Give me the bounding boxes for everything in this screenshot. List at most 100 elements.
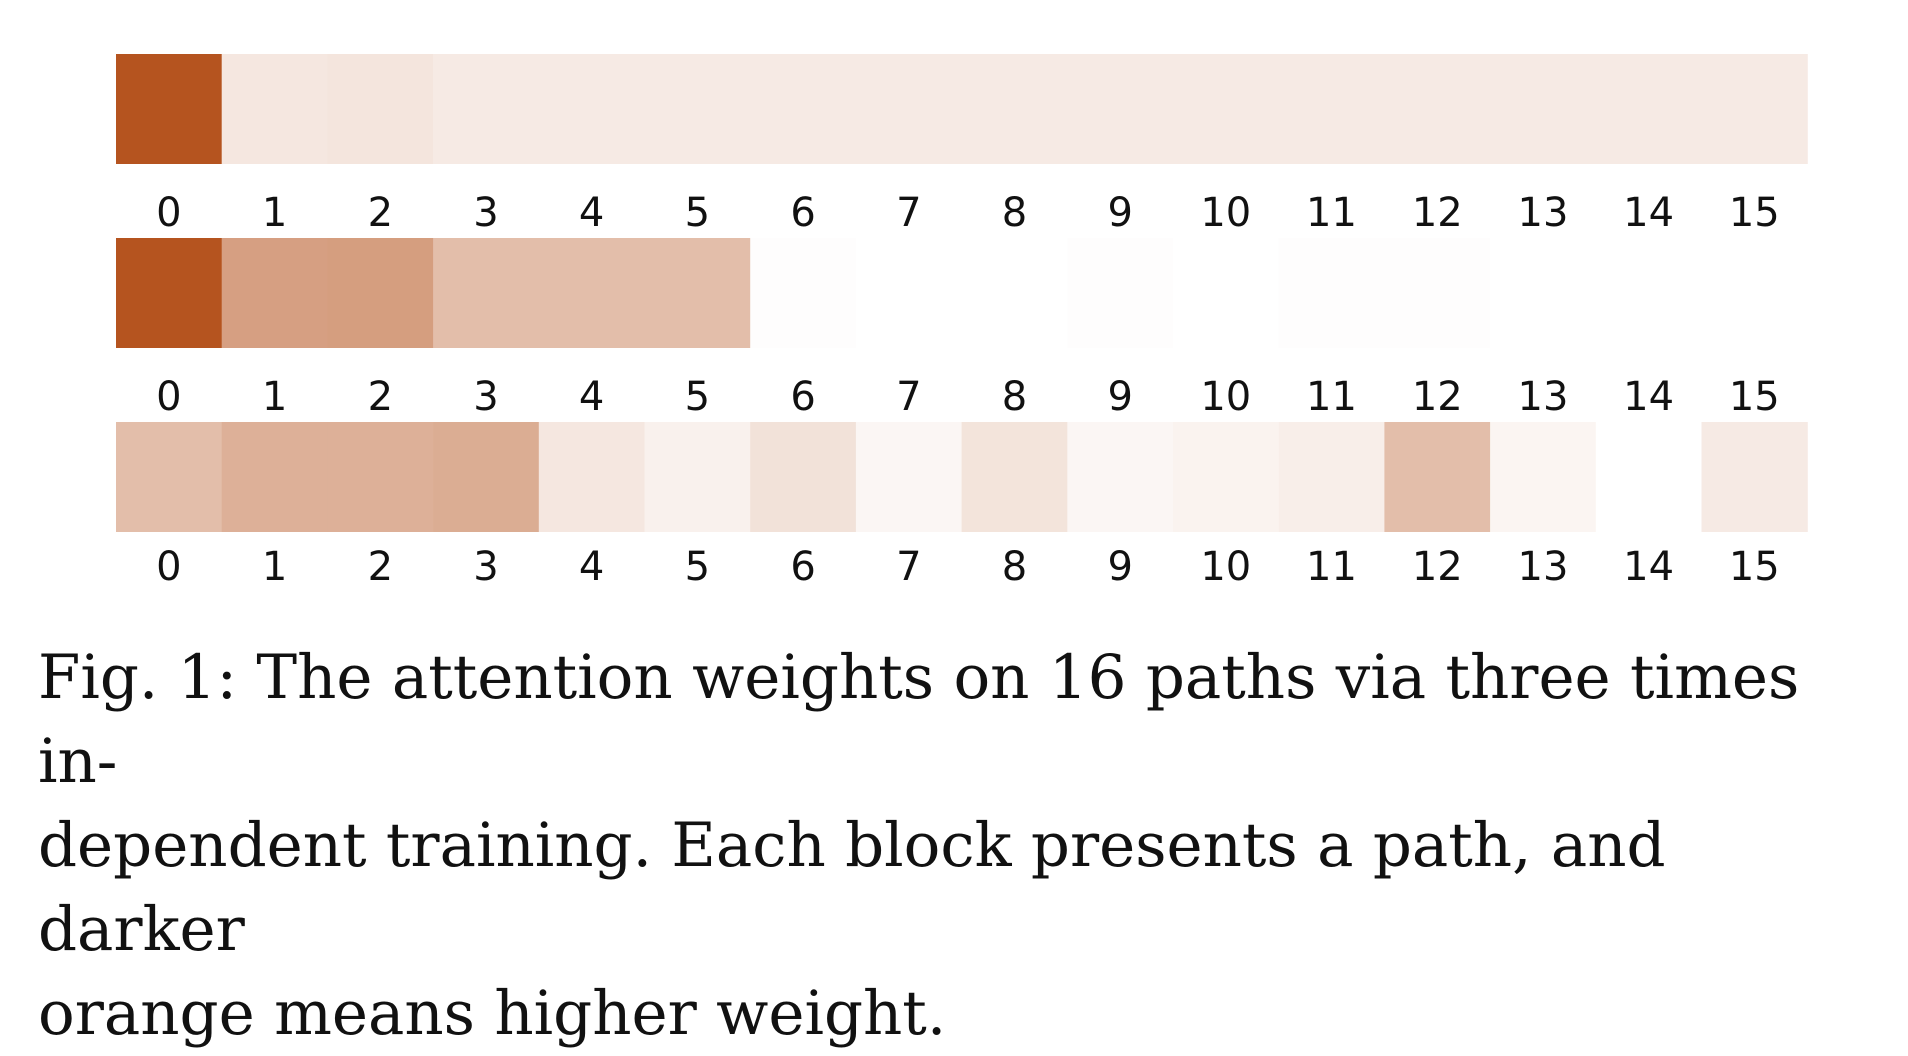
attention-heatmap-chart: 0 1 2 3 4 5 6 7 8 9 10 11 12 13 14 150 1 2 3 4 5 6 7 8 9 10 11 12 13… (116, 54, 1808, 590)
tick-label: 11 (1306, 190, 1357, 236)
tick-label: 12 (1412, 190, 1463, 236)
heatmap-cell-row2-path9 (1067, 238, 1174, 348)
tick-label: 12 (1412, 374, 1463, 420)
heatmap-cell-row2-path8 (961, 238, 1068, 348)
tick-label: 9 (1107, 190, 1132, 236)
heatmap-cell-row2-path11 (1278, 238, 1385, 348)
tick-labels-row-2: 0 1 2 3 4 5 6 7 8 9 10 11 12 13 14 15 (156, 374, 1780, 420)
heatmap-cell-row3-path4 (538, 422, 646, 532)
heatmap-cell-row2-path6 (750, 238, 857, 348)
heatmap-cell-row1-path2 (327, 54, 434, 164)
tick-label: 11 (1306, 374, 1357, 420)
heatmap-row-1 (116, 54, 1808, 164)
heatmap-cell-row3-path10 (1173, 422, 1280, 532)
heatmap-cell-row1-path14 (1595, 54, 1703, 164)
heatmap-cell-row1-path12 (1384, 54, 1491, 164)
tick-label: 1 (262, 374, 287, 420)
tick-label: 14 (1623, 190, 1674, 236)
tick-label: 15 (1729, 544, 1780, 590)
tick-label: 10 (1200, 374, 1251, 420)
heatmap-cell-row3-path1 (221, 422, 328, 532)
heatmap-cell-row3-path2 (327, 422, 434, 532)
figure-caption: Fig. 1: The attention weights on 16 path… (38, 636, 1888, 1056)
tick-label: 8 (1002, 544, 1027, 590)
heatmap-cell-row3-path14 (1595, 422, 1703, 532)
tick-label: 4 (579, 374, 604, 420)
heatmap-cell-row2-path7 (855, 238, 963, 348)
caption-line-1: Fig. 1: The attention weights on 16 path… (38, 642, 1800, 797)
tick-label: 9 (1107, 374, 1132, 420)
heatmap-cell-row2-path15 (1701, 238, 1808, 348)
tick-label: 1 (262, 544, 287, 590)
tick-label: 5 (685, 190, 710, 236)
heatmap-cell-row1-path7 (855, 54, 963, 164)
tick-label: 2 (368, 374, 393, 420)
caption-line-3: orange means higher weight. (38, 978, 947, 1049)
tick-label: 4 (579, 190, 604, 236)
tick-label: 3 (473, 190, 498, 236)
tick-label: 13 (1518, 190, 1569, 236)
tick-label: 7 (896, 190, 921, 236)
tick-label: 3 (473, 544, 498, 590)
tick-label: 8 (1002, 190, 1027, 236)
tick-label: 12 (1412, 544, 1463, 590)
heatmap-cell-row1-path15 (1701, 54, 1808, 164)
tick-label: 10 (1200, 544, 1251, 590)
heatmap-cell-row1-path11 (1278, 54, 1385, 164)
heatmap-cell-row2-path0 (116, 238, 223, 348)
heatmap-cell-row3-path7 (855, 422, 963, 532)
tick-labels-row-1: 0 1 2 3 4 5 6 7 8 9 10 11 12 13 14 15 (156, 190, 1780, 236)
heatmap-cell-row2-path12 (1384, 238, 1491, 348)
heatmap-cell-row3-path13 (1490, 422, 1597, 532)
tick-label: 3 (473, 374, 498, 420)
figure: 0 1 2 3 4 5 6 7 8 9 10 11 12 13 14 15 0 1 2 3 4 5 6 7 8 9 10 11 12 13… (38, 54, 1808, 1049)
tick-labels-row-3: 0 1 2 3 4 5 6 7 8 9 10 11 12 13 14 15 (156, 544, 1780, 590)
tick-label: 7 (896, 544, 921, 590)
tick-label: 10 (1200, 190, 1251, 236)
tick-label: 7 (896, 374, 921, 420)
tick-label: 14 (1623, 544, 1674, 590)
heatmap-cell-row3-path0 (116, 422, 223, 532)
heatmap-cell-row3-path5 (644, 422, 751, 532)
heatmap-cell-row3-path15 (1701, 422, 1808, 532)
tick-label: 11 (1306, 544, 1357, 590)
heatmap-cell-row3-path11 (1278, 422, 1385, 532)
tick-label: 5 (685, 374, 710, 420)
tick-label: 0 (156, 190, 181, 236)
caption-line-2: dependent training. Each block presents … (38, 810, 1666, 965)
heatmap-cell-row1-path4 (538, 54, 646, 164)
tick-label: 2 (368, 544, 393, 590)
heatmap-cell-row2-path2 (327, 238, 434, 348)
heatmap-cell-row2-path10 (1173, 238, 1280, 348)
tick-label: 9 (1107, 544, 1132, 590)
heatmap-cell-row1-path5 (644, 54, 751, 164)
heatmap-cell-row2-path3 (433, 238, 540, 348)
tick-label: 8 (1002, 374, 1027, 420)
heatmap-cell-row3-path9 (1067, 422, 1174, 532)
heatmap-cell-row1-path3 (433, 54, 540, 164)
tick-label: 15 (1729, 374, 1780, 420)
heatmap-cell-row1-path8 (961, 54, 1068, 164)
tick-label: 4 (579, 544, 604, 590)
heatmap-cell-row1-path9 (1067, 54, 1174, 164)
heatmap-cell-row1-path10 (1173, 54, 1280, 164)
tick-label: 14 (1623, 374, 1674, 420)
heatmap-cell-row2-path13 (1490, 238, 1597, 348)
heatmap-cell-row2-path4 (538, 238, 646, 348)
heatmap-cell-row3-path8 (961, 422, 1068, 532)
heatmap-cell-row3-path3 (433, 422, 540, 532)
heatmap-cell-row1-path0 (116, 54, 223, 164)
tick-label: 13 (1518, 544, 1569, 590)
heatmap-row-2 (116, 238, 1808, 348)
heatmap-cell-row1-path1 (221, 54, 328, 164)
heatmap-cell-row2-path5 (644, 238, 751, 348)
tick-label: 2 (368, 190, 393, 236)
heatmap-row-3 (116, 422, 1808, 532)
tick-label: 5 (685, 544, 710, 590)
heatmap-cell-row2-path14 (1595, 238, 1703, 348)
tick-label: 6 (790, 190, 815, 236)
tick-label: 6 (790, 544, 815, 590)
heatmap-cell-row1-path13 (1490, 54, 1597, 164)
heatmap-cell-row3-path12 (1384, 422, 1491, 532)
tick-label: 13 (1518, 374, 1569, 420)
